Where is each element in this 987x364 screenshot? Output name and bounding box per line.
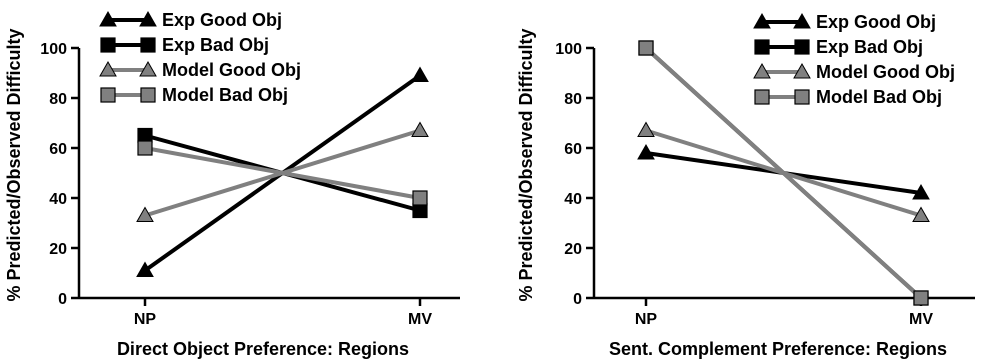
legend: Exp Good Obj Exp Bad Obj Model Good Obj Mod… (753, 12, 955, 107)
legend-marker-end (794, 89, 810, 105)
data-point-model-bad-obj-mv (913, 290, 929, 306)
legend-item-exp-bad-obj: Exp Bad Obj (100, 35, 269, 55)
data-point-exp-good-obj-np (136, 261, 154, 277)
data-point-model-good-obj-mv (912, 206, 930, 222)
y-axis-title: % Predicted/Observed Difficulty (516, 28, 536, 301)
legend-item-exp-good-obj: Exp Good Obj (753, 12, 936, 32)
legend-item-exp-good-obj: Exp Good Obj (99, 10, 282, 30)
legend-item-model-good-obj: Model Good Obj (99, 60, 301, 80)
legend-marker-end (794, 39, 810, 55)
legend-marker-end (793, 62, 811, 79)
x-axis-title: Sent. Complement Preference: Regions (609, 339, 947, 359)
legend-label: Exp Good Obj (816, 12, 936, 32)
y-tick-label: 60 (564, 141, 582, 158)
data-point-model-bad-obj-mv (412, 190, 428, 206)
y-tick-label: 100 (555, 41, 582, 58)
legend-marker-start (754, 89, 770, 105)
legend-marker-start (100, 37, 116, 53)
x-tick-label-np: NP (134, 311, 157, 328)
legend-marker-start (99, 60, 117, 77)
legend-marker-end (139, 60, 157, 77)
legend-label: Exp Bad Obj (162, 35, 269, 55)
y-tick-label: 0 (573, 291, 582, 308)
data-point-model-bad-obj-np (137, 140, 153, 156)
series-line-model-bad-obj (644, 46, 923, 300)
legend-marker-end (793, 12, 811, 29)
data-point-model-good-obj-np (136, 206, 154, 222)
data-point-model-good-obj-mv (411, 121, 429, 137)
legend-label: Exp Good Obj (162, 10, 282, 30)
data-point-model-good-obj-np (637, 121, 655, 137)
legend-label: Model Good Obj (816, 62, 955, 82)
legend-marker-start (100, 87, 116, 103)
y-tick-label: 80 (564, 91, 582, 108)
legend-item-model-bad-obj: Model Bad Obj (754, 87, 942, 107)
legend: Exp Good Obj Exp Bad Obj Model Good Obj Mod… (99, 10, 301, 105)
y-tick-label: 20 (49, 241, 67, 258)
data-point-exp-good-obj-mv (912, 183, 930, 200)
y-tick-label: 60 (49, 141, 67, 158)
legend-marker-end (140, 87, 156, 103)
data-point-model-bad-obj-np (638, 40, 654, 56)
data-point-exp-good-obj-mv (411, 66, 429, 82)
series-model-bad-obj (137, 140, 428, 206)
data-point-exp-bad-obj-np (137, 127, 153, 144)
legend-marker-start (99, 10, 117, 27)
chart-sentence-complement-preference: 0 20 40 60 80 100 NP MV Sent. Complement Prefere… (516, 12, 975, 359)
data-point-exp-good-obj-np (637, 143, 655, 160)
y-tick-label: 40 (49, 191, 67, 208)
legend-item-model-bad-obj: Model Bad Obj (100, 85, 288, 105)
y-tick-label: 80 (49, 91, 67, 108)
y-axis-title: % Predicted/Observed Difficulty (4, 28, 24, 301)
legend-marker-start (753, 62, 771, 79)
legend-marker-start (754, 39, 770, 55)
legend-label: Model Bad Obj (816, 87, 942, 107)
legend-marker-end (139, 10, 157, 27)
legend-marker-start (753, 12, 771, 29)
x-tick-label-mv: MV (909, 311, 933, 328)
legend-item-exp-bad-obj: Exp Bad Obj (754, 37, 923, 57)
x-axis-title: Direct Object Preference: Regions (117, 339, 409, 359)
y-tick-label: 0 (58, 291, 67, 308)
legend-marker-end (140, 37, 156, 53)
legend-label: Model Bad Obj (162, 85, 288, 105)
legend-item-model-good-obj: Model Good Obj (753, 62, 955, 82)
series-model-bad-obj (638, 40, 929, 306)
legend-label: Model Good Obj (162, 60, 301, 80)
series-line-model-bad-obj (144, 146, 421, 200)
y-tick-label: 40 (564, 191, 582, 208)
chart-direct-object-preference: 0 20 40 60 80 100 NP MV Direct Object Preference… (4, 10, 460, 359)
legend-label: Exp Bad Obj (816, 37, 923, 57)
x-tick-label-np: NP (635, 311, 658, 328)
y-tick-label: 100 (40, 41, 67, 58)
data-point-exp-bad-obj-mv (412, 202, 428, 219)
y-tick-label: 20 (564, 241, 582, 258)
x-tick-label-mv: MV (408, 311, 432, 328)
